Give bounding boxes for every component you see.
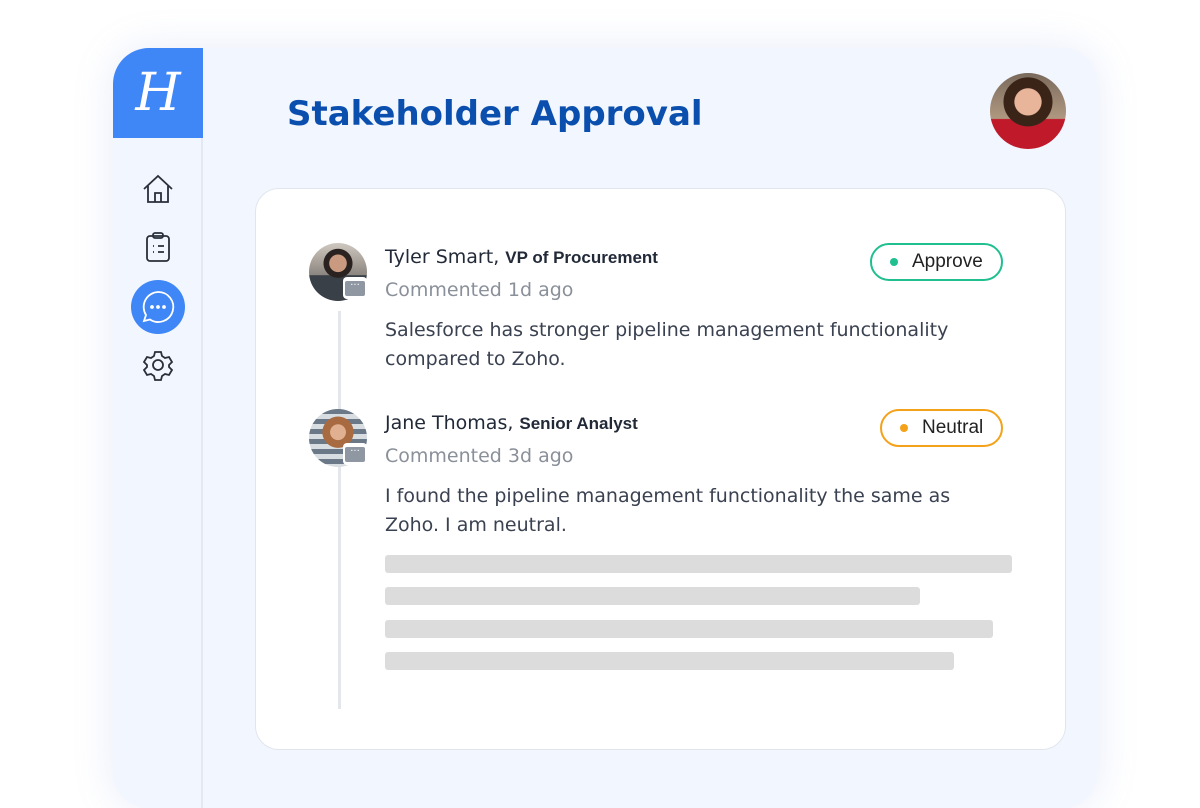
status-label: Neutral <box>922 417 984 438</box>
thread-line <box>338 311 341 709</box>
logo-letter: H <box>135 63 181 123</box>
name: Tyler Smart <box>385 246 494 268</box>
commenter-name: Jane Thomas, Senior Analyst <box>385 412 638 434</box>
comments-card: ··· Tyler Smart, VP of Procurement Commen… <box>255 188 1066 750</box>
status-dot <box>890 258 898 266</box>
role: VP of Procurement <box>505 248 658 267</box>
comment-time: Commented 3d ago <box>385 445 574 467</box>
page-title: Stakeholder Approval <box>287 94 703 134</box>
commenter-name: Tyler Smart, VP of Procurement <box>385 246 658 268</box>
comment-icon: ··· <box>343 277 367 299</box>
status-label: Approve <box>912 251 983 272</box>
logo[interactable]: H <box>113 48 203 138</box>
status-badge-approve[interactable]: Approve <box>870 243 1003 281</box>
status-badge-neutral[interactable]: Neutral <box>880 409 1004 447</box>
skeleton-line <box>385 555 1012 573</box>
comment-time: Commented 1d ago <box>385 279 574 301</box>
status-dot <box>900 424 908 432</box>
skeleton-line <box>385 587 920 605</box>
app-window: H Stakeholder Approval ··· Tyler Smart, V… <box>113 48 1098 808</box>
chat-icon[interactable] <box>131 280 185 334</box>
name: Jane Thomas <box>385 412 508 434</box>
comment-text: Salesforce has stronger pipeline managem… <box>385 319 949 370</box>
sidebar: H <box>113 48 203 808</box>
home-icon[interactable] <box>131 162 185 216</box>
comment-text: I found the pipeline management function… <box>385 485 951 536</box>
skeleton-line <box>385 652 954 670</box>
comment-icon: ··· <box>343 443 367 465</box>
skeleton-line <box>385 620 993 638</box>
user-avatar[interactable] <box>990 73 1066 149</box>
role: Senior Analyst <box>519 414 638 433</box>
gear-icon[interactable] <box>131 338 185 392</box>
clipboard-icon[interactable] <box>131 220 185 274</box>
